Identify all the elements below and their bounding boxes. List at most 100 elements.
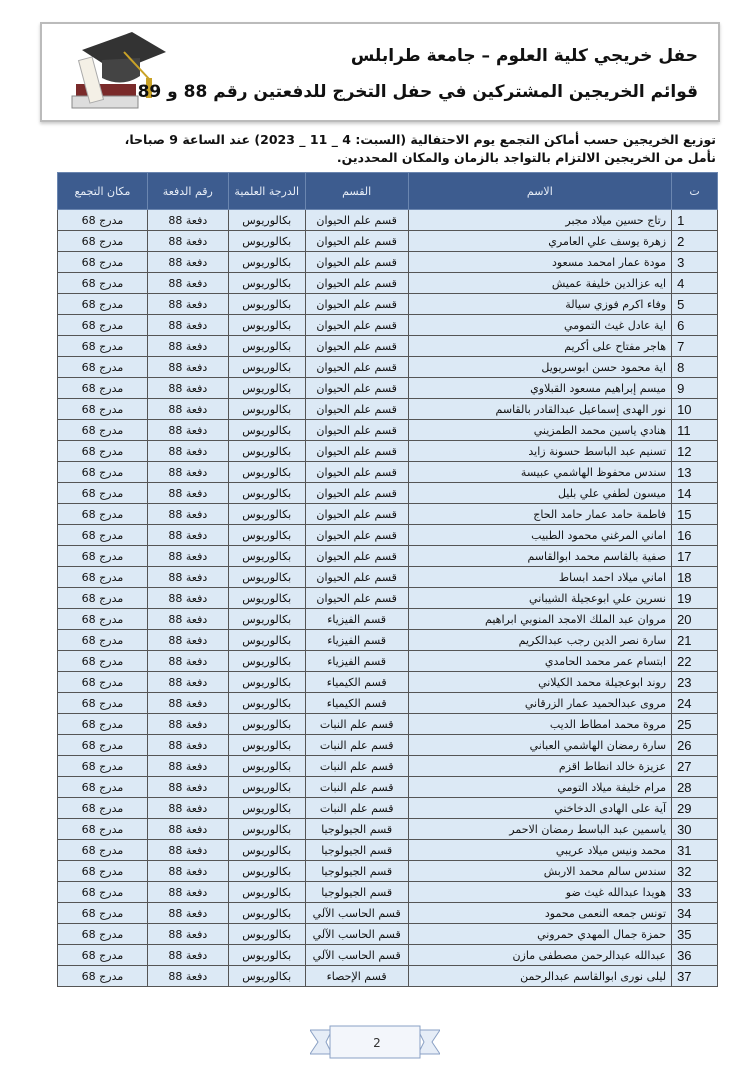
cell-number: 34 (671, 902, 718, 924)
header-name: الاسم (407, 172, 673, 210)
cell-degree: بكالوريوس (227, 356, 306, 378)
cell-department: قسم علم الحيوان (304, 356, 409, 378)
cell-location: مدرج 68 (57, 671, 148, 693)
cell-number: 17 (671, 545, 718, 567)
table-header-row: ت الاسم القسم الدرجة العلمية رقم الدفعة مكان … (57, 172, 718, 210)
table-row: 33 هويدا عبدالله غيث ضو قسم الجيولوجيا بكال… (57, 881, 718, 903)
cell-number: 7 (671, 335, 718, 357)
cell-degree: بكالوريوس (227, 692, 306, 714)
cell-name: مرام خليفة ميلاد التومي (407, 776, 673, 798)
table-row: 10 نور الهدى إسماعيل عبدالقادر بالقاسم قسم… (57, 398, 718, 420)
cell-batch: دفعة 88 (146, 839, 229, 861)
cell-degree: بكالوريوس (227, 377, 306, 399)
cell-number: 37 (671, 965, 718, 987)
cell-batch: دفعة 88 (146, 797, 229, 819)
cell-batch: دفعة 88 (146, 230, 229, 252)
cell-name: مروة محمد امطاط الديب (407, 713, 673, 735)
table-row: 32 سندس سالم محمد الاربش قسم الجيولوجيا بكا… (57, 860, 718, 882)
cell-name: حمزة جمال المهدي حمروني (407, 923, 673, 945)
cell-number: 15 (671, 503, 718, 525)
cell-location: مدرج 68 (57, 818, 148, 840)
cell-batch: دفعة 88 (146, 482, 229, 504)
cell-number: 22 (671, 650, 718, 672)
cell-name: هاجر مفتاح على أكريم (407, 335, 673, 357)
cell-number: 16 (671, 524, 718, 546)
cell-degree: بكالوريوس (227, 881, 306, 903)
cell-department: قسم الكيمياء (304, 692, 409, 714)
cell-name: سارة نصر الدين رجب عبدالكريم (407, 629, 673, 651)
cell-degree: بكالوريوس (227, 251, 306, 273)
cell-batch: دفعة 88 (146, 251, 229, 273)
cell-name: سندس سالم محمد الاربش (407, 860, 673, 882)
cell-name: آية على الهادى الدخاخني (407, 797, 673, 819)
cell-name: ميسون لطفي علي بليل (407, 482, 673, 504)
cell-department: قسم علم الحيوان (304, 524, 409, 546)
cell-batch: دفعة 88 (146, 461, 229, 483)
cell-degree: بكالوريوس (227, 545, 306, 567)
cell-batch: دفعة 88 (146, 734, 229, 756)
intro-line-1: توزيع الخريجين حسب أماكن التجمع يوم الاح… (124, 132, 716, 147)
cell-department: قسم علم الحيوان (304, 230, 409, 252)
table-row: 12 تسنيم عبد الباسط حسونة زايد قسم علم الح… (57, 440, 718, 462)
cell-number: 31 (671, 839, 718, 861)
cell-number: 6 (671, 314, 718, 336)
cell-department: قسم الحاسب الآلي (304, 902, 409, 924)
table-row: 24 مروى عبدالحميد عمار الزرقاني قسم الكيمي… (57, 692, 718, 714)
cell-location: مدرج 68 (57, 944, 148, 966)
table-row: 31 محمد ونيس ميلاد عريبي قسم الجيولوجيا بكا… (57, 839, 718, 861)
cell-batch: دفعة 88 (146, 545, 229, 567)
cell-location: مدرج 68 (57, 650, 148, 672)
cell-name: مودة عمار امحمد مسعود (407, 251, 673, 273)
cell-degree: بكالوريوس (227, 461, 306, 483)
cell-batch: دفعة 88 (146, 503, 229, 525)
cell-number: 32 (671, 860, 718, 882)
cell-number: 29 (671, 797, 718, 819)
cell-batch: دفعة 88 (146, 692, 229, 714)
cell-number: 14 (671, 482, 718, 504)
graduation-cap-icon (71, 32, 166, 109)
table-row: 29 آية على الهادى الدخاخني قسم علم النبات ب… (57, 797, 718, 819)
cell-number: 30 (671, 818, 718, 840)
intro-line-2: نأمل من الخريجين الالتزام بالتواجد بالزم… (336, 150, 716, 165)
cell-number: 21 (671, 629, 718, 651)
cell-department: قسم علم النبات (304, 713, 409, 735)
cell-department: قسم الفيزياء (304, 608, 409, 630)
table-row: 1 رتاج حسين ميلاد مجبر قسم علم الحيوان بكال… (57, 209, 718, 231)
cell-name: اماني ميلاد احمد ابساط (407, 566, 673, 588)
cell-location: مدرج 68 (57, 692, 148, 714)
cell-name: اية محمود حسن ابوسريويل (407, 356, 673, 378)
cell-department: قسم علم الحيوان (304, 440, 409, 462)
cell-department: قسم الفيزياء (304, 650, 409, 672)
cell-number: 2 (671, 230, 718, 252)
cell-location: مدرج 68 (57, 440, 148, 462)
cell-number: 10 (671, 398, 718, 420)
cell-location: مدرج 68 (57, 293, 148, 315)
cell-degree: بكالوريوس (227, 629, 306, 651)
table-row: 19 نسرين علي ابوعجيلة الشيباني قسم علم الح… (57, 587, 718, 609)
cell-department: قسم الحاسب الآلي (304, 944, 409, 966)
cell-degree: بكالوريوس (227, 566, 306, 588)
cell-location: مدرج 68 (57, 272, 148, 294)
table-row: 6 اية عادل غيث التمومي قسم علم الحيوان بكال… (57, 314, 718, 336)
cell-location: مدرج 68 (57, 545, 148, 567)
cell-name: اماني المرغني محمود الطبيب (407, 524, 673, 546)
cell-number: 24 (671, 692, 718, 714)
cell-location: مدرج 68 (57, 503, 148, 525)
table-row: 11 هنادي ياسين محمد الطمزيني قسم علم الحيو… (57, 419, 718, 441)
cell-name: ايه عزالدين خليفة عميش (407, 272, 673, 294)
cell-department: قسم علم الحيوان (304, 272, 409, 294)
cell-number: 12 (671, 440, 718, 462)
cell-department: قسم الحاسب الآلي (304, 923, 409, 945)
table-row: 3 مودة عمار امحمد مسعود قسم علم الحيوان بكا… (57, 251, 718, 273)
cell-number: 28 (671, 776, 718, 798)
table-row: 17 صفية بالقاسم محمد ابوالقاسم قسم علم الح… (57, 545, 718, 567)
cell-department: قسم علم النبات (304, 776, 409, 798)
table-row: 27 عزيزة خالد انطاط اقزم قسم علم النبات بكا… (57, 755, 718, 777)
cell-number: 33 (671, 881, 718, 903)
cell-number: 13 (671, 461, 718, 483)
graduates-table: ت الاسم القسم الدرجة العلمية رقم الدفعة مكان … (57, 172, 718, 987)
cell-department: قسم علم النبات (304, 797, 409, 819)
table-row: 21 سارة نصر الدين رجب عبدالكريم قسم الفيزي… (57, 629, 718, 651)
table-row: 20 مروان عبد الملك الامجد المنوبي ابراهيم… (57, 608, 718, 630)
